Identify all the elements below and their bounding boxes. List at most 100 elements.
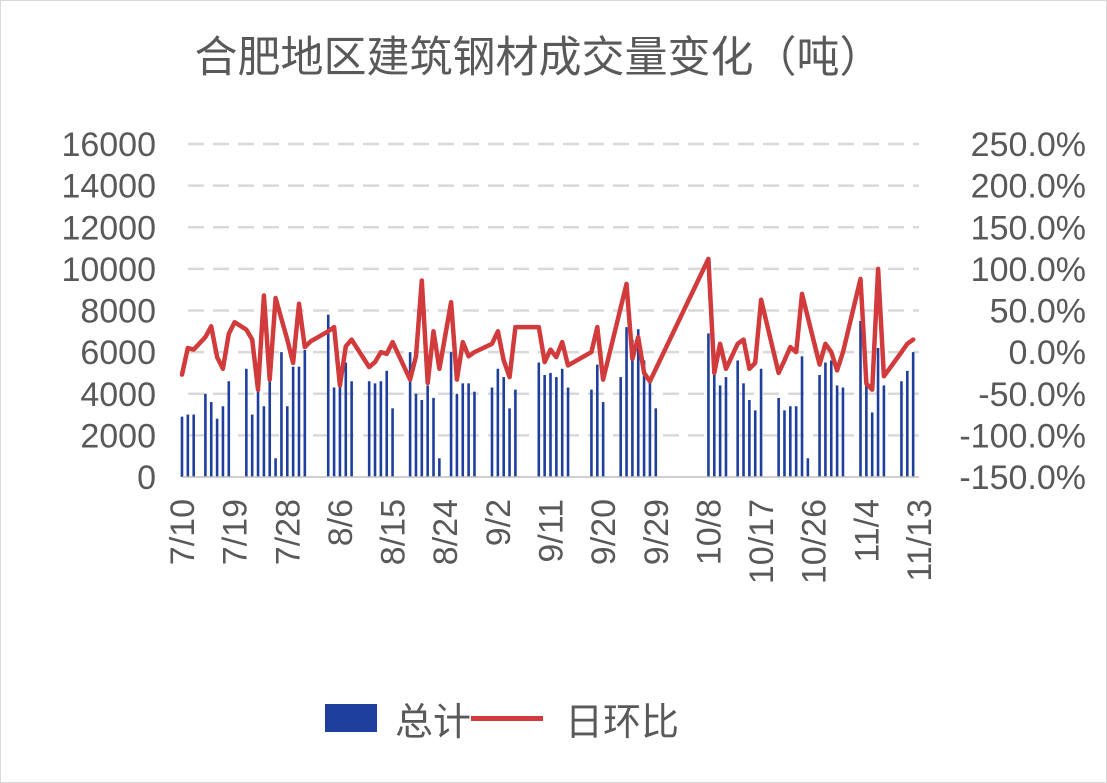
bar — [461, 383, 465, 477]
bar — [285, 406, 289, 477]
y-tick-label-right: -150.0% — [959, 459, 1086, 497]
bar — [245, 368, 248, 477]
bar — [367, 381, 371, 477]
y-tick-label-left: 0 — [137, 459, 156, 497]
legend-item-bar: 总计 — [325, 691, 471, 746]
bar — [625, 327, 628, 477]
bar — [789, 406, 792, 477]
x-tick-label: 10/17 — [743, 499, 781, 584]
y-tick-label-right: -100.0% — [959, 417, 1086, 455]
y-tick-label-left: 6000 — [80, 334, 156, 372]
bar — [449, 352, 453, 477]
bar — [590, 389, 593, 477]
x-tick-label: 10/8 — [690, 499, 728, 565]
bar — [566, 387, 570, 477]
bar — [338, 377, 342, 477]
bar — [350, 381, 353, 477]
bar — [297, 366, 301, 477]
bar — [900, 381, 903, 477]
bar — [186, 414, 190, 477]
bar — [870, 412, 874, 477]
y-tick-label-left: 10000 — [61, 251, 156, 289]
bar — [438, 458, 441, 477]
bar — [496, 368, 500, 477]
bar — [794, 406, 798, 477]
bar — [712, 362, 716, 477]
bar — [742, 383, 745, 477]
bar — [718, 385, 722, 477]
x-tick-label: 9/11 — [533, 499, 571, 563]
bar — [824, 362, 827, 477]
bar — [806, 458, 810, 477]
bar — [537, 362, 541, 477]
bar — [432, 397, 435, 477]
y-tick-label-left: 8000 — [80, 293, 156, 331]
bar — [829, 360, 833, 477]
y-tick-label-right: 150.0% — [971, 209, 1086, 247]
bar — [332, 387, 336, 477]
y-tick-label-right: 250.0% — [971, 126, 1086, 164]
bar — [215, 418, 219, 477]
chart-title: 合肥地区建筑钢材成交量变化（吨） — [194, 33, 883, 83]
bar — [262, 406, 266, 477]
bar — [876, 347, 880, 477]
bar — [601, 402, 605, 477]
bar — [724, 377, 728, 477]
bar — [426, 385, 429, 477]
y-tick-label-right: 0.0% — [1009, 334, 1087, 372]
bar — [882, 385, 886, 477]
bar — [595, 364, 599, 477]
bar — [420, 399, 424, 477]
bar — [303, 350, 307, 477]
bar — [250, 414, 254, 477]
bar — [911, 352, 915, 477]
bar — [391, 408, 394, 477]
legend-label-bar: 总计 — [395, 699, 472, 744]
bar — [467, 383, 470, 477]
x-tick-label: 7/19 — [217, 499, 255, 565]
x-tick-label: 9/20 — [585, 499, 623, 565]
y-tick-label-left: 14000 — [61, 168, 156, 206]
bar — [841, 387, 845, 477]
y-tick-label-right: 50.0% — [990, 293, 1086, 331]
legend: 总计 日环比 — [325, 691, 679, 746]
bar — [777, 397, 780, 477]
x-tick-label: 8/24 — [427, 499, 465, 565]
x-tick-label: 8/6 — [322, 499, 360, 546]
bar — [865, 383, 868, 477]
bar — [514, 389, 517, 477]
bar — [560, 368, 564, 477]
bar — [654, 408, 658, 477]
bar — [280, 352, 283, 477]
bar — [783, 410, 786, 477]
legend-swatch-bar — [325, 704, 377, 732]
y-tick-label-left: 16000 — [61, 126, 156, 164]
y-tick-label-right: 100.0% — [971, 251, 1086, 289]
bar — [543, 375, 546, 477]
y-tick-label-left: 4000 — [80, 376, 156, 414]
bar — [707, 333, 710, 477]
bar — [256, 372, 260, 477]
y-tick-label-left: 12000 — [61, 209, 156, 247]
bar — [192, 414, 195, 477]
bar — [204, 393, 207, 477]
bar — [508, 408, 511, 477]
bar — [736, 360, 739, 477]
bar — [291, 366, 295, 477]
bar — [753, 410, 757, 477]
legend-item-line: 日环比 — [471, 691, 679, 746]
series-line — [179, 256, 916, 392]
bar — [748, 399, 751, 477]
x-tick-label: 11/4 — [848, 499, 886, 563]
bar — [800, 356, 804, 477]
bar — [455, 393, 459, 477]
bar — [180, 416, 184, 477]
bar — [221, 406, 225, 477]
x-tick-label: 11/13 — [901, 499, 939, 582]
x-tick-label: 9/2 — [480, 499, 518, 546]
bar — [209, 402, 213, 477]
bar — [373, 383, 377, 477]
x-tick-label: 8/15 — [375, 499, 413, 565]
bar — [631, 339, 634, 477]
bar — [379, 381, 383, 477]
